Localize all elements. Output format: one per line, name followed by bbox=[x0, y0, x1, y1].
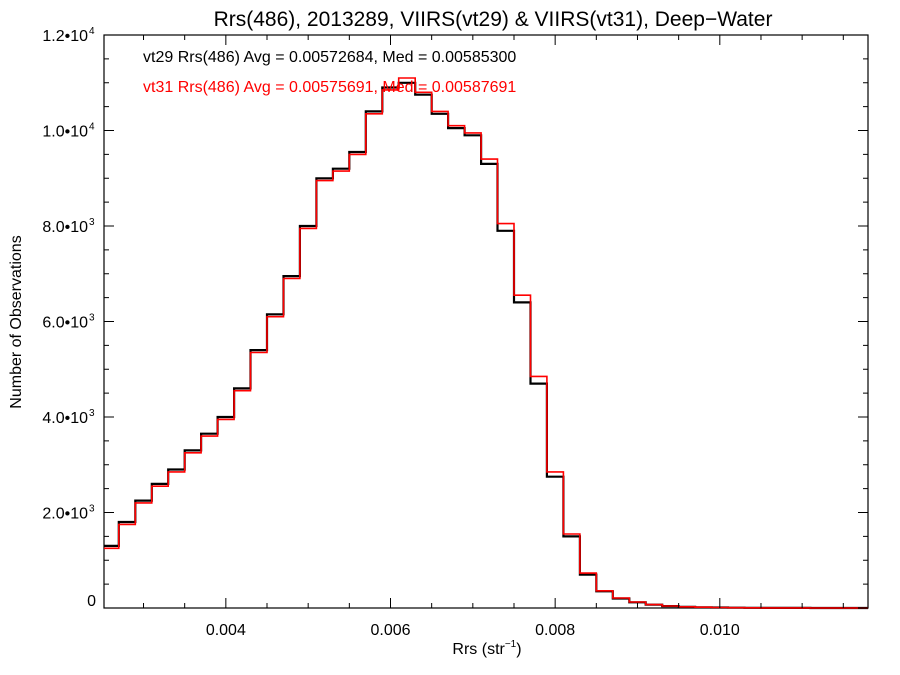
x-axis-label: Rrs (str−1) bbox=[452, 639, 521, 658]
y-axis-label: Number of Observations bbox=[8, 235, 25, 408]
x-tick-label: 0.010 bbox=[700, 622, 740, 639]
x-tick-label: 0.004 bbox=[206, 622, 246, 639]
annotation-vt31-stats: vt31 Rrs(486) Avg = 0.00575691, Med = 0.… bbox=[143, 79, 516, 96]
y-tick-exponent: 3 bbox=[89, 408, 95, 419]
y-tick-exponent: 3 bbox=[89, 217, 95, 228]
y-tick-label: 1.0•10 bbox=[42, 124, 88, 141]
y-tick-label: 8.0•10 bbox=[42, 219, 88, 236]
y-tick-label: 0 bbox=[87, 593, 96, 610]
series-line-vt29 bbox=[104, 81, 868, 610]
series-line-vt31 bbox=[104, 77, 868, 609]
y-tick-label: 6.0•10 bbox=[42, 315, 88, 332]
plot-area-frame bbox=[103, 34, 869, 609]
y-tick-exponent: 3 bbox=[89, 504, 95, 515]
y-tick-label: 4.0•10 bbox=[42, 410, 88, 427]
annotation-vt29-stats: vt29 Rrs(486) Avg = 0.00572684, Med = 0.… bbox=[143, 49, 516, 66]
x-tick-label: 0.006 bbox=[370, 622, 410, 639]
y-tick-exponent: 3 bbox=[89, 313, 95, 324]
chart-title: Rrs(486), 2013289, VIIRS(vt29) & VIIRS(v… bbox=[214, 8, 773, 31]
y-tick-exponent: 4 bbox=[89, 122, 95, 133]
y-tick-label: 1.2•10 bbox=[42, 28, 88, 45]
y-tick-label: 2.0•10 bbox=[42, 506, 88, 523]
y-tick-exponent: 4 bbox=[89, 26, 95, 37]
series-layer bbox=[104, 77, 868, 610]
x-tick-label: 0.008 bbox=[535, 622, 575, 639]
